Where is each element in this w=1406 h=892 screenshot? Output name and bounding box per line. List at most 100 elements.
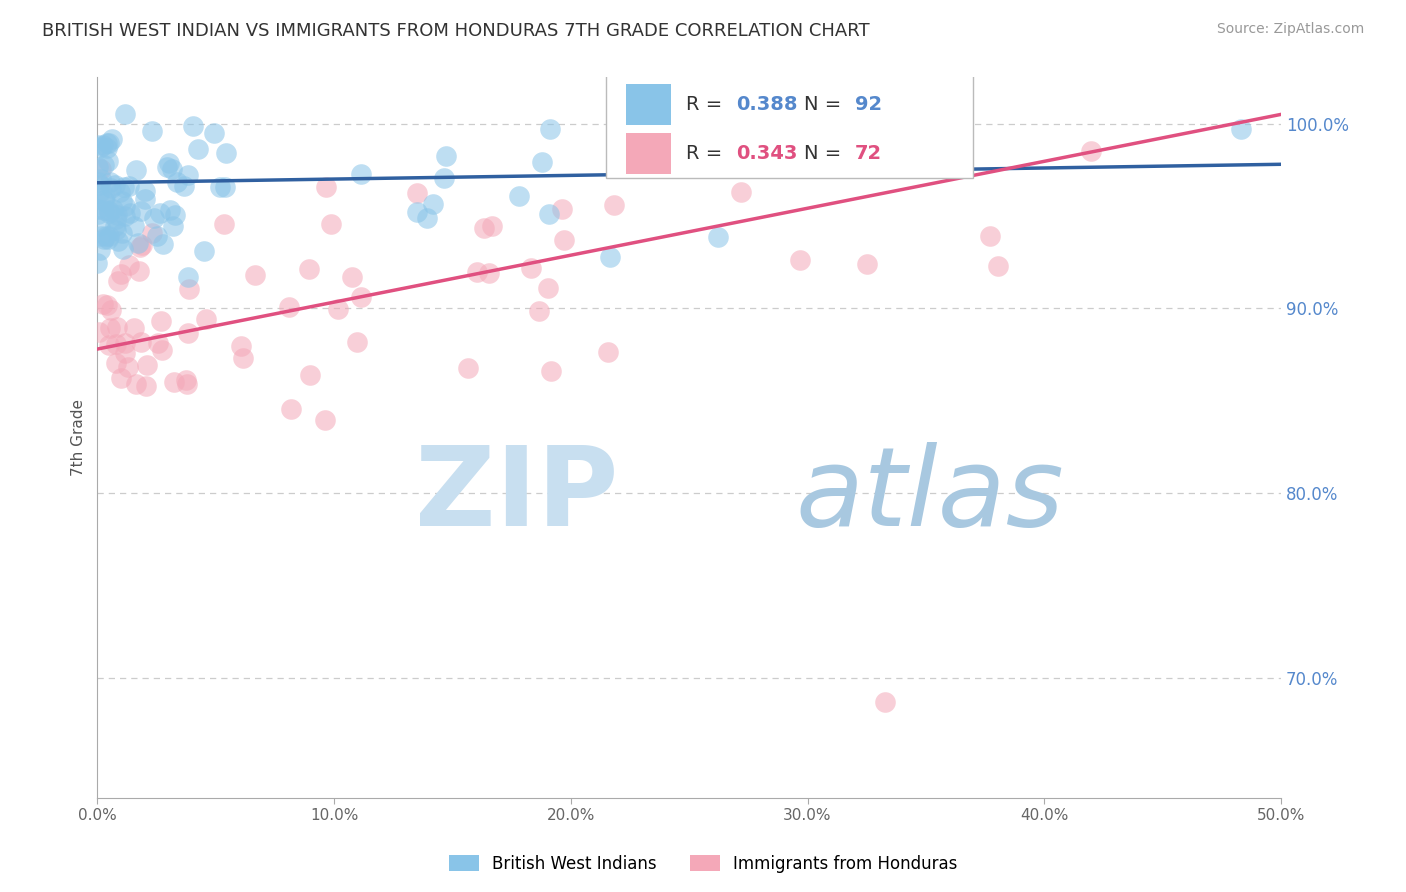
Point: [177, 326, 200, 340]
Point: [626, 155, 648, 169]
Point: [434, 149, 457, 163]
Point: [465, 265, 488, 279]
Point: [1229, 122, 1251, 136]
Point: [114, 345, 136, 359]
Point: [112, 180, 135, 194]
Point: [87, 175, 110, 189]
Point: [179, 282, 201, 296]
Point: [148, 206, 170, 220]
Text: Source: ZipAtlas.com: Source: ZipAtlas.com: [1216, 22, 1364, 37]
Point: [478, 266, 501, 280]
Point: [162, 219, 184, 234]
Text: 0.388: 0.388: [737, 95, 799, 114]
Point: [122, 321, 145, 335]
Point: [166, 176, 188, 190]
Point: [299, 368, 322, 383]
Point: [129, 204, 152, 219]
Point: [277, 300, 299, 314]
Point: [537, 207, 560, 221]
Point: [150, 343, 173, 358]
Point: [98, 204, 121, 219]
Point: [298, 261, 321, 276]
Point: [100, 302, 122, 317]
Point: [156, 160, 179, 174]
Point: [89, 178, 111, 192]
Legend: British West Indians, Immigrants from Honduras: British West Indians, Immigrants from Ho…: [441, 848, 965, 880]
Point: [280, 401, 302, 416]
Point: [707, 230, 730, 244]
Point: [143, 211, 166, 225]
Point: [131, 238, 153, 252]
Point: [105, 211, 128, 226]
Point: [602, 197, 624, 211]
Point: [114, 107, 136, 121]
Point: [104, 219, 127, 233]
Point: [90, 162, 112, 177]
Point: [987, 259, 1010, 273]
Point: [105, 320, 128, 334]
Point: [125, 163, 148, 178]
Point: [87, 186, 110, 200]
Point: [90, 228, 112, 243]
Point: [422, 197, 444, 211]
Point: [245, 268, 267, 283]
Point: [232, 351, 254, 365]
Point: [91, 297, 114, 311]
Point: [173, 179, 195, 194]
Point: [98, 321, 121, 335]
Point: [165, 208, 187, 222]
Text: R =: R =: [686, 144, 728, 163]
Point: [129, 239, 152, 253]
Point: [93, 232, 115, 246]
Point: [472, 220, 495, 235]
Point: [86, 202, 108, 217]
Point: [529, 304, 551, 318]
Point: [110, 268, 132, 282]
Point: [150, 314, 173, 328]
Point: [104, 337, 127, 351]
Point: [531, 155, 554, 169]
Point: [326, 302, 349, 317]
Bar: [627, 84, 672, 125]
Point: [93, 202, 115, 217]
Point: [86, 256, 108, 270]
Point: [94, 189, 117, 203]
Point: [134, 184, 156, 198]
Point: [104, 356, 127, 370]
Point: [141, 226, 163, 240]
Point: [98, 229, 121, 244]
Text: BRITISH WEST INDIAN VS IMMIGRANTS FROM HONDURAS 7TH GRADE CORRELATION CHART: BRITISH WEST INDIAN VS IMMIGRANTS FROM H…: [42, 22, 870, 40]
Point: [89, 219, 111, 233]
Point: [87, 207, 110, 221]
Point: [111, 242, 134, 256]
Point: [315, 180, 337, 194]
Point: [110, 186, 132, 200]
Point: [129, 334, 152, 349]
Point: [174, 374, 197, 388]
Point: [350, 168, 373, 182]
Point: [125, 376, 148, 391]
Point: [157, 156, 180, 170]
Point: [177, 168, 200, 182]
Point: [406, 205, 429, 219]
Point: [141, 124, 163, 138]
Point: [96, 297, 118, 311]
Text: 92: 92: [855, 95, 882, 114]
Point: [104, 178, 127, 192]
Point: [163, 375, 186, 389]
Point: [101, 202, 124, 216]
Point: [89, 243, 111, 257]
Point: [551, 202, 574, 216]
Point: [406, 186, 429, 200]
Point: [111, 226, 134, 240]
Point: [856, 257, 879, 271]
Text: 0.343: 0.343: [737, 144, 797, 163]
Point: [98, 136, 121, 150]
Point: [98, 174, 121, 188]
Point: [181, 119, 204, 133]
Point: [120, 206, 142, 220]
Point: [457, 360, 479, 375]
Point: [202, 126, 225, 140]
Point: [87, 160, 110, 174]
Point: [520, 261, 543, 276]
